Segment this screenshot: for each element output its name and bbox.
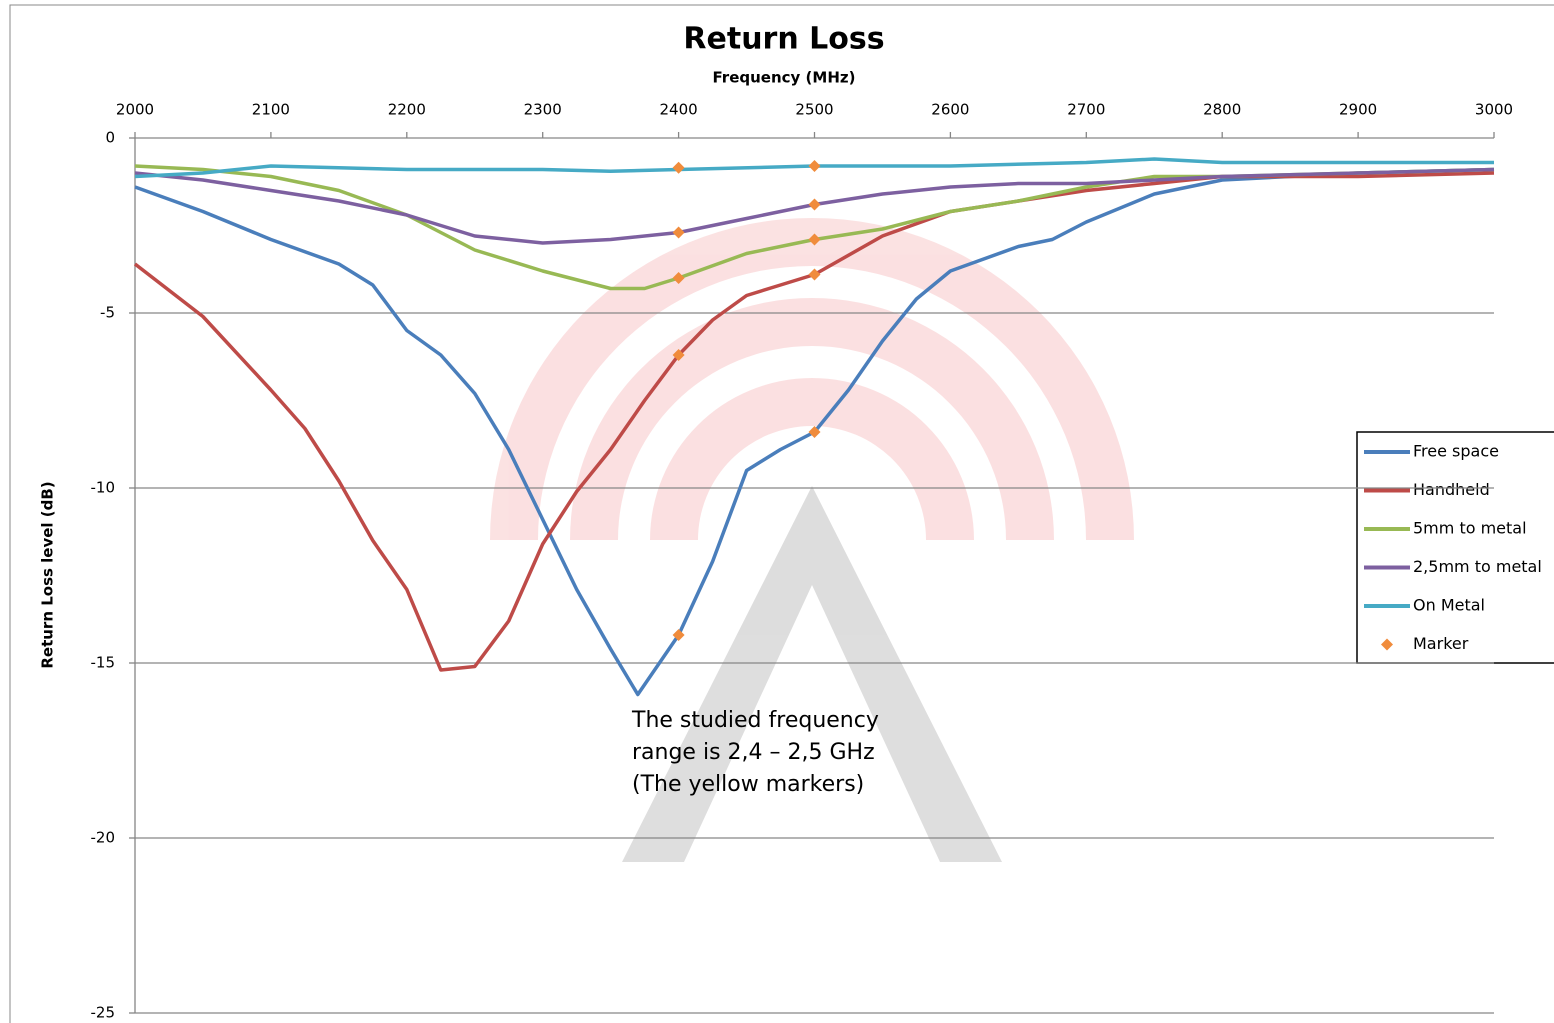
annotation-text: (The yellow markers) (632, 772, 864, 797)
annotation-text: range is 2,4 – 2,5 GHz (632, 740, 875, 765)
marker-point (808, 268, 821, 281)
annotation: The studied frequency range is 2,4 – 2,5 … (631, 708, 879, 797)
marker-point (672, 226, 685, 239)
legend-box (1356, 431, 1554, 664)
marker-point (672, 161, 685, 174)
series-line (134, 164, 1495, 291)
marker-point (808, 426, 821, 438)
x-tick-label: 3000 (1475, 101, 1513, 119)
marker-point (808, 198, 821, 211)
x-tick-label: 2900 (1339, 101, 1377, 119)
legend-label: Free space (1413, 442, 1499, 461)
marker-point (808, 160, 821, 172)
x-tick-label: 2100 (252, 101, 290, 119)
x-tick-label: 2700 (1067, 101, 1105, 119)
legend-label: Handheld (1413, 480, 1490, 499)
y-tick-label: -25 (91, 1004, 116, 1022)
x-tick-label: 2300 (524, 101, 562, 119)
marker-point (672, 629, 685, 641)
x-tick-label: 2800 (1203, 101, 1241, 119)
legend-symbol (1381, 638, 1393, 651)
series-line (134, 167, 1495, 697)
series-line (134, 157, 1494, 179)
y-tick-label: -15 (91, 654, 116, 672)
watermark (490, 218, 1134, 862)
annotation-text: The studied frequency (631, 708, 879, 733)
legend-label: On Metal (1413, 596, 1485, 615)
x-tick-label: 2000 (116, 101, 154, 119)
series-line (134, 167, 1495, 245)
chart-title: Return Loss (683, 22, 884, 57)
legend-label: Marker (1413, 634, 1469, 653)
legend: Free space Handheld 5mm to metal 2,5mm to m… (1356, 431, 1554, 664)
y-tick-label: -20 (91, 829, 116, 847)
x-tick-label: 2500 (795, 101, 833, 119)
series-line (133, 171, 1495, 672)
y-tick-label: -10 (91, 479, 116, 497)
y-axis-label: Return Loss level (dB) (39, 481, 57, 668)
x-tick-label: 2400 (660, 101, 698, 119)
chart-frame (9, 4, 1554, 1023)
marker-point (672, 272, 685, 284)
x-tick-label: 2200 (388, 101, 426, 119)
y-tick-label: -5 (100, 304, 115, 322)
y-tick-label: 0 (105, 129, 115, 147)
legend-label: 2,5mm to metal (1413, 557, 1542, 576)
x-tick-label: 2600 (931, 101, 969, 119)
marker-point (808, 233, 821, 246)
x-axis-label: Frequency (MHz) (713, 69, 856, 87)
legend-label: 5mm to metal (1413, 519, 1527, 538)
marker-point (672, 349, 685, 361)
